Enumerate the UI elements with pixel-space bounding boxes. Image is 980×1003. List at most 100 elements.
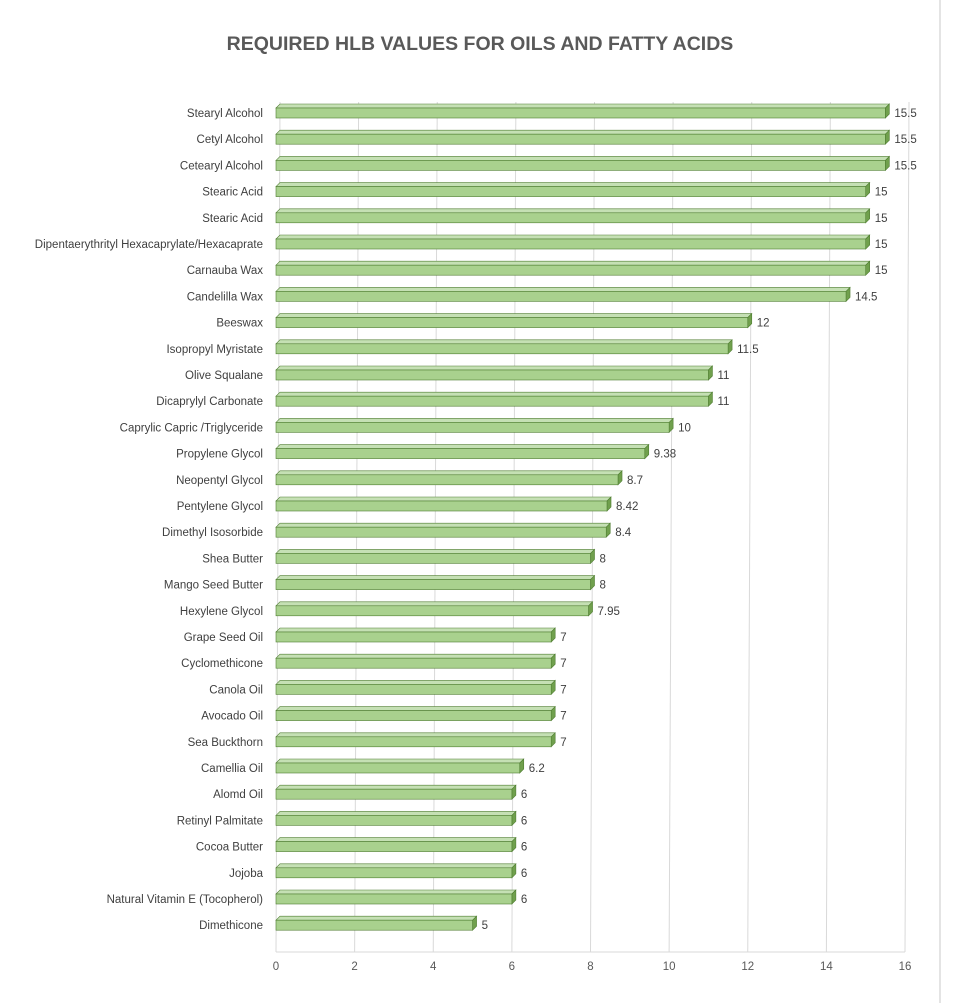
category-label: Grape Seed Oil [184,632,263,644]
x-tick-label: 12 [741,961,754,973]
value-label: 5 [482,920,488,932]
bar-top-face [275,339,733,345]
value-label: 7.95 [598,606,620,618]
bar [275,395,709,407]
value-label: 6 [521,815,527,827]
category-label: Cocoa Butter [196,842,263,854]
category-label: Jojoba [229,868,263,880]
bar-top-face [275,418,674,423]
category-label: Stearic Acid [202,213,263,225]
value-label: 15.5 [894,108,916,120]
x-tick-label: 16 [899,961,912,973]
category-label: Canola Oil [209,684,263,696]
value-label: 15 [875,239,888,251]
category-label: Natural Vitamin E (Tocopherol) [107,894,264,906]
category-label: Hexylene Glycol [180,606,263,618]
value-label: 7 [560,632,566,644]
bar-top-face [275,706,556,711]
category-label: Cetyl Alcohol [197,134,263,146]
bar-top-face [275,156,891,161]
category-label: Alomd Oil [213,789,263,801]
value-label: 15 [875,213,888,225]
bar-top-face [275,496,612,502]
bar [275,605,589,617]
category-label: Camellia Oil [201,763,263,775]
bar-top-face [275,575,596,580]
value-label: 7 [560,658,566,670]
x-tick-label: 14 [820,961,833,973]
bar-top-face [275,837,517,842]
bar [275,867,513,879]
bar-top-face [275,444,650,449]
value-label: 8.7 [627,475,643,487]
value-label: 8 [600,553,606,565]
gridline [904,101,910,953]
category-label: Carnauba Wax [187,265,264,277]
chart-title: REQUIRED HLB VALUES FOR OILS AND FATTY A… [227,33,734,55]
bar [275,369,709,381]
bar-top-face [275,260,871,266]
bar [275,343,729,355]
category-label: Stearyl Alcohol [187,108,263,120]
value-label: 11 [717,396,729,408]
bar [275,291,847,302]
bar [275,762,521,774]
category-label: Stearic Acid [202,187,263,199]
category-label: Beeswax [216,318,263,330]
value-label: 15.5 [894,160,916,172]
bar-top-face [275,758,525,764]
x-tick-label: 0 [273,961,279,973]
x-tick-label: 8 [587,961,593,973]
category-label: Pentylene Glycol [177,501,263,513]
bar-top-face [275,863,517,869]
category-label: Dimethyl Isosorbide [162,527,263,539]
value-label: 12 [757,318,770,330]
bar-top-face [275,129,891,135]
value-label: 6 [521,789,527,801]
bar-top-face [275,470,623,476]
bar [275,448,646,459]
category-label: Olive Squalane [185,370,263,382]
value-label: 8 [600,580,606,592]
bar [275,107,886,119]
value-label: 7 [560,737,566,749]
bar-top-face [275,784,517,790]
category-label: Cetearyl Alcohol [180,160,263,172]
bar-top-face [275,182,871,187]
bar [275,919,473,931]
bar-top-face [275,811,517,816]
bar [275,684,552,695]
bars [275,103,891,931]
bar [275,710,552,721]
category-label: Shea Butter [202,553,263,565]
bar [275,788,513,800]
value-label: 15 [875,187,888,199]
x-tick-label: 2 [351,961,357,973]
value-label: 15.5 [894,134,916,146]
bar [275,212,866,224]
bar-top-face [275,601,594,607]
bar-top-face [275,732,556,738]
bar [275,553,591,564]
value-label: 7 [560,684,566,696]
category-label: Propylene Glycol [176,449,263,461]
bar [275,526,607,538]
bar-top-face [275,889,517,895]
bar-top-face [275,103,891,109]
value-label: 11.5 [737,344,759,356]
bar-top-face [275,549,596,554]
value-label: 7 [560,711,566,723]
bar [275,631,552,643]
bar [275,657,552,669]
category-label: Sea Buckthorn [188,737,263,749]
bar-top-face [275,391,714,397]
value-labels: 15.5 15.5 15.5 15 15 15 15 14.5 12 11.5 11 11 10 9.38… [482,108,917,932]
bar-top-face [275,313,753,318]
x-axis-ticks: 0 2 4 6 8 10 12 14 16 [273,961,912,973]
category-label: Dimethicone [199,920,263,932]
bar [275,579,591,590]
bar-top-face [275,365,714,371]
bar-top-face [275,627,556,633]
